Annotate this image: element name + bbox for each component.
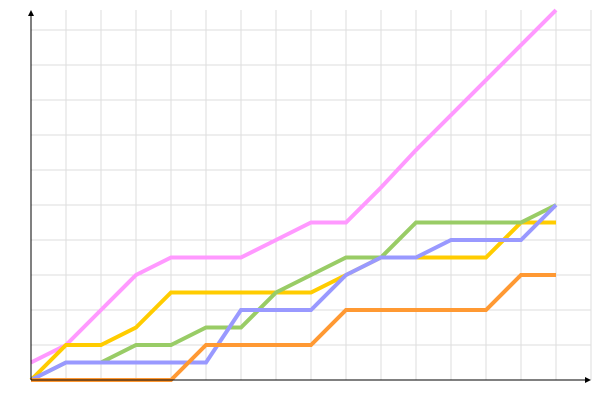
axes xyxy=(28,10,591,383)
series-line-2 xyxy=(29,220,556,382)
y-axis-arrow xyxy=(28,10,34,16)
x-axis-arrow xyxy=(585,377,591,383)
series-line-1 xyxy=(30,8,558,365)
series-line-4 xyxy=(30,203,558,382)
series-line-3 xyxy=(30,203,557,382)
series-group xyxy=(29,8,558,382)
grid xyxy=(31,10,592,380)
